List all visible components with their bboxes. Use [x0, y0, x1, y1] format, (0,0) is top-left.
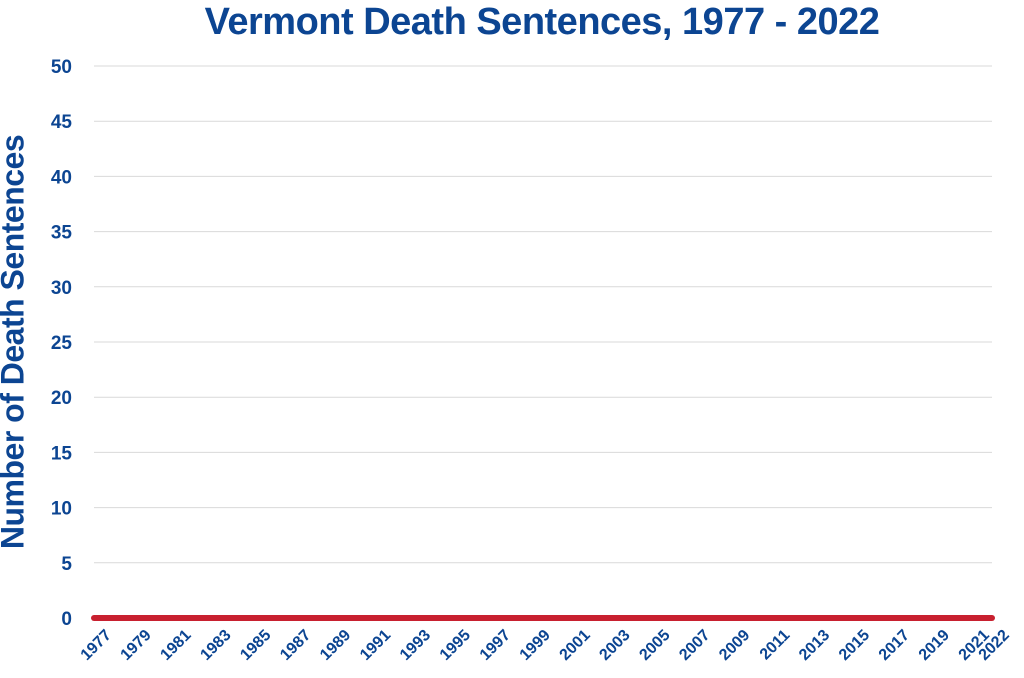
- y-tick-label: 45: [51, 112, 73, 133]
- series-layer: [91, 606, 995, 622]
- x-tick-label: 2017: [876, 627, 913, 664]
- y-tick-labels: 0 5 10 15 20 25 30 35 40 45 50: [51, 57, 73, 630]
- x-tick-label: 1977: [78, 627, 115, 664]
- x-tick-label: 2015: [836, 627, 873, 664]
- y-tick-label: 40: [51, 167, 72, 188]
- x-tick-label: 2019: [916, 627, 953, 664]
- x-tick-label: 1993: [397, 627, 434, 664]
- x-tick-label: 1989: [317, 627, 354, 664]
- x-tick-label: 2013: [796, 627, 833, 664]
- x-tick-label: 2005: [636, 627, 673, 664]
- y-tick-label: 25: [51, 333, 73, 354]
- x-tick-label: 1981: [157, 627, 194, 664]
- y-tick-label: 20: [51, 388, 72, 409]
- x-tick-label: 1999: [517, 627, 554, 664]
- chart-title: Vermont Death Sentences, 1977 - 2022: [204, 1, 880, 43]
- y-tick-label: 50: [51, 57, 72, 78]
- x-tick-label: 2003: [596, 627, 633, 664]
- y-tick-label: 0: [61, 609, 72, 630]
- x-tick-labels: 1977 1979 1981 1983 1985 1987 1989 1991 1993 1995…: [78, 627, 1013, 664]
- x-tick-label: 2011: [757, 627, 794, 664]
- y-tick-label: 30: [51, 278, 72, 299]
- x-tick-label: 1997: [477, 627, 514, 664]
- grid-lines: [94, 65, 992, 564]
- y-tick-label: 10: [51, 499, 72, 520]
- x-tick-label: 2007: [676, 627, 713, 664]
- x-tick-label: 1995: [437, 627, 474, 664]
- x-tick-label: 1983: [197, 627, 234, 664]
- x-tick-label: 1987: [277, 627, 314, 664]
- x-tick-label: 2009: [716, 627, 753, 664]
- x-tick-label: 1979: [118, 627, 155, 664]
- y-tick-label: 5: [61, 554, 72, 575]
- x-tick-label: 1985: [237, 627, 274, 664]
- y-tick-label: 15: [51, 443, 73, 464]
- x-tick-label: 2001: [557, 627, 594, 664]
- y-tick-label: 35: [51, 223, 73, 244]
- x-tick-label: 1991: [357, 627, 394, 664]
